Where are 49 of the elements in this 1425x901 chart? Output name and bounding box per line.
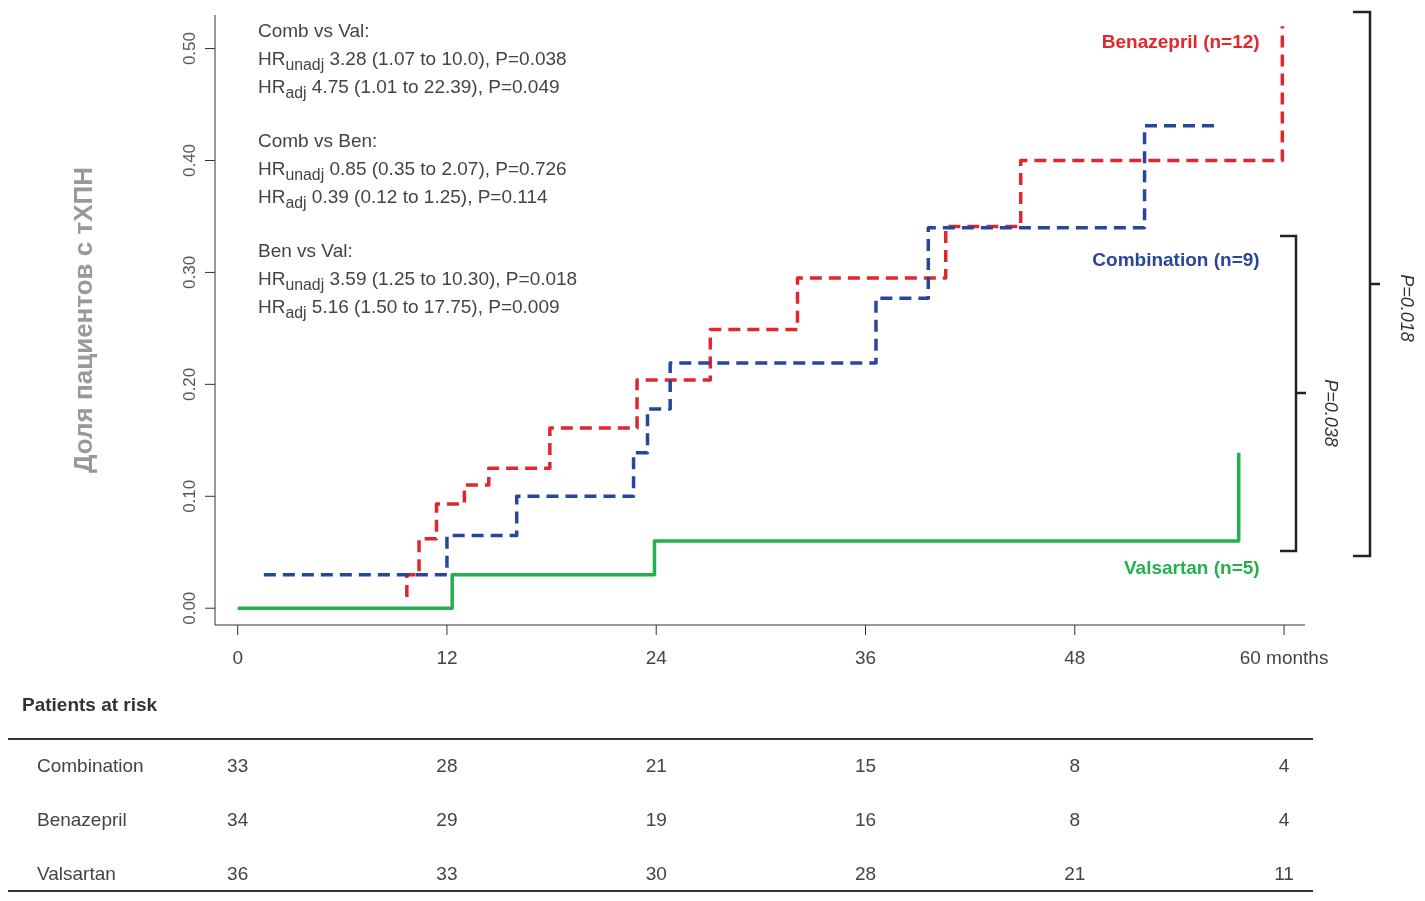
text: 19 [645,809,667,831]
annotation: HR$_{unadj}$ 0.85 (0.35 to 2.07), P=0.726 [258,158,567,183]
text: 21 [1064,863,1086,885]
y-tick-label: 0.10 [180,479,199,513]
text: 4 [1278,755,1290,777]
x-tick-label: 48 [1064,647,1086,669]
text: P=0.038 [1319,379,1341,447]
annotation: Comb vs Ben: [258,130,378,151]
series-label: Valsartan (n=5) [1123,557,1260,580]
text: Patients at risk [22,694,158,716]
text: 4 [1278,809,1290,831]
annotation: HR$_{unadj}$ 3.59 (1.25 to 10.30), P=0.018 [258,268,578,293]
x-tick-label: 12 [436,647,458,669]
x-tick-label: 24 [645,647,668,669]
text: 30 [645,863,667,885]
y-tick-label: 0.30 [180,255,199,289]
text: 29 [436,809,458,831]
text: Benazepril [37,809,127,831]
text: 33 [227,755,249,777]
y-tick-label: 0.20 [180,367,199,401]
text: 21 [645,755,667,777]
text: 15 [854,755,877,777]
x-tick-label: 0 [232,647,243,669]
annotation: HR$_{adj}$ 4.75 (1.01 to 22.39), P=0.049 [258,76,560,101]
text: 8 [1069,809,1081,831]
y-tick-label: 0.40 [180,143,199,178]
text: 8 [1069,755,1081,777]
annotation: Ben vs Val: [258,240,353,261]
text: 33 [436,863,458,885]
text: Combination [37,755,144,777]
y-tick-label: 0.50 [180,32,199,66]
annotation: HR$_{adj}$ 5.16 (1.50 to 17.75), P=0.009 [258,296,560,321]
annotation: HR$_{unadj}$ 3.28 (1.07 to 10.0), P=0.038 [258,48,567,73]
annotation: HR$_{adj}$ 0.39 (0.12 to 1.25), P=0.114 [258,186,548,211]
annotation: Comb vs Val: [258,20,370,41]
text: P=0.018 [1395,274,1417,342]
text: 28 [436,755,458,777]
series-label: Combination (n=9) [1092,249,1260,272]
text: 28 [854,863,877,885]
x-tick-label: 60 months [1239,647,1329,669]
series-label: Benazepril (n=12) [1101,30,1260,53]
x-tick-label: 36 [854,647,877,669]
text: 16 [854,809,877,831]
text: 36 [227,863,249,885]
y-tick-label: 0.00 [180,591,199,625]
text: 11 [1274,863,1294,885]
text: 34 [227,809,249,831]
text: Valsartan [37,863,116,885]
y-axis-title: Доля пациентов с тХПН [68,167,99,473]
